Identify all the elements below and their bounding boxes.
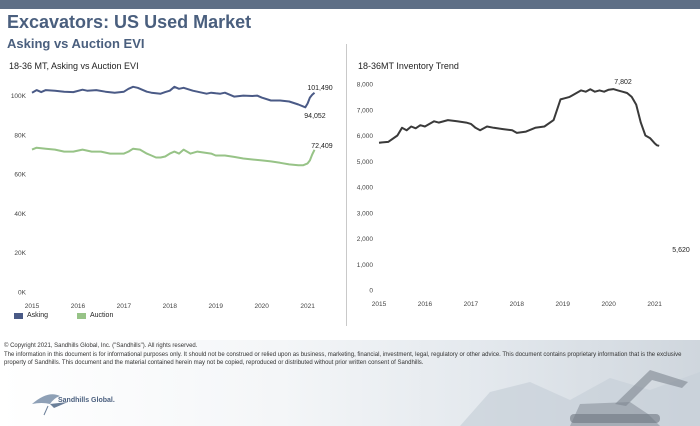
data-label: 5,620 <box>672 247 690 254</box>
inventory-chart: 0 1,000 2,000 3,000 4,000 5,000 6,000 7,000 8,00… <box>357 79 690 308</box>
data-label: 94,052 <box>304 113 326 120</box>
left-chart-title: 18-36 MT, Asking vs Auction EVI <box>9 61 139 71</box>
x-tick-label: 2021 <box>300 303 315 310</box>
x-tick-label: 2020 <box>601 301 616 308</box>
y-tick-label: 6,000 <box>357 133 374 140</box>
legend-auction-label: Auction <box>90 312 114 319</box>
y-tick-label: 4,000 <box>357 185 374 192</box>
data-label: 101,490 <box>307 85 332 92</box>
y-tick-label: 100K <box>11 93 27 100</box>
x-tick-label: 2017 <box>464 301 479 308</box>
x-tick-label: 2017 <box>117 303 132 310</box>
y-tick-label: 0K <box>18 290 27 297</box>
right-chart-title: 18-36MT Inventory Trend <box>358 61 459 71</box>
x-tick-label: 2020 <box>254 303 269 310</box>
y-tick-label: 2,000 <box>357 236 374 243</box>
y-tick-label: 1,000 <box>357 262 374 269</box>
x-tick-label: 2018 <box>163 303 178 310</box>
legend-asking-swatch <box>14 312 23 319</box>
sandhills-logo-text: Sandhills Global. <box>58 397 115 404</box>
x-tick-label: 2019 <box>209 303 224 310</box>
footer-copyright: © Copyright 2021, Sandhills Global, Inc.… <box>4 343 198 349</box>
y-tick-label: 5,000 <box>357 159 374 166</box>
legend-asking: Asking <box>14 312 48 319</box>
footer-disclaimer: The information in this document is for … <box>4 352 682 366</box>
data-label: 7,802 <box>614 79 632 86</box>
y-tick-label: 7,000 <box>357 107 374 114</box>
series-line <box>378 88 660 147</box>
x-tick-label: 2015 <box>25 303 40 310</box>
data-label: 72,409 <box>311 143 333 150</box>
x-tick-label: 2021 <box>647 301 662 308</box>
x-tick-label: 2015 <box>372 301 387 308</box>
x-tick-label: 2019 <box>556 301 571 308</box>
excavator-image <box>460 370 700 426</box>
asking-auction-chart: 0K 20K 40K 60K 80K 100K 2015 2016 2017 2018 2019 20… <box>11 85 333 310</box>
y-tick-label: 40K <box>14 211 26 218</box>
x-tick-label: 2016 <box>418 301 433 308</box>
page-subtitle: Asking vs Auction EVI <box>7 36 145 51</box>
sandhills-logo-icon <box>32 394 68 416</box>
legend-auction: Auction <box>77 312 113 319</box>
top-bar <box>0 0 700 9</box>
y-tick-label: 60K <box>14 172 26 179</box>
legend-asking-label: Asking <box>27 312 49 319</box>
x-tick-label: 2016 <box>71 303 86 310</box>
legend-auction-swatch <box>77 312 86 319</box>
y-tick-label: 8,000 <box>357 82 374 89</box>
series-line-asking <box>31 85 316 109</box>
y-tick-label: 80K <box>14 132 26 139</box>
y-tick-label: 0 <box>369 288 373 295</box>
series-line-auction <box>31 146 316 167</box>
y-tick-label: 20K <box>14 250 26 257</box>
x-tick-label: 2018 <box>510 301 525 308</box>
y-tick-label: 3,000 <box>357 210 374 217</box>
page-title: Excavators: US Used Market <box>7 12 252 32</box>
chart-divider <box>346 44 347 326</box>
